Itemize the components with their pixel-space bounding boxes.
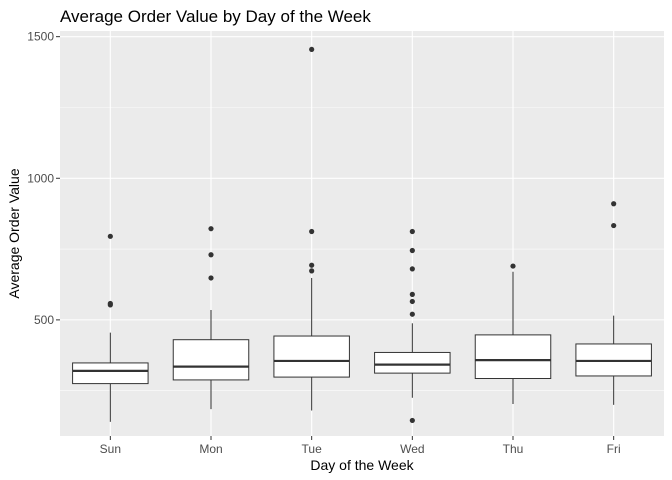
plot-panel <box>60 31 664 436</box>
outlier-point <box>409 291 415 297</box>
outlier-point <box>107 233 113 239</box>
outlier-point <box>309 262 315 268</box>
outlier-point <box>309 46 315 53</box>
chart-title: Average Order Value by Day of the Week <box>60 7 371 26</box>
y-axis-title: Average Order Value <box>6 168 22 298</box>
outlier-point <box>309 268 315 274</box>
x-tick-label: Thu <box>503 442 524 456</box>
box-series <box>72 46 652 424</box>
outlier-point <box>208 252 214 258</box>
x-tick-label: Sun <box>100 442 121 456</box>
outlier-point <box>107 300 113 307</box>
x-axis: Sun Mon Tue Wed Thu Fri <box>100 436 621 456</box>
iqr-box <box>273 335 350 378</box>
outlier-point <box>309 228 315 235</box>
y-tick-label: 1500 <box>27 30 54 44</box>
iqr-box <box>474 334 552 380</box>
outlier-point <box>409 228 415 235</box>
box-sun <box>72 233 149 422</box>
box-wed <box>374 228 451 424</box>
box-mon <box>172 226 250 410</box>
y-axis: 500 1000 1500 <box>27 30 60 327</box>
outlier-point <box>409 266 415 272</box>
outlier-point <box>611 222 617 229</box>
x-tick-label: Mon <box>199 442 222 456</box>
box-thu <box>474 263 552 404</box>
outlier-point <box>409 311 415 317</box>
x-tick-label: Fri <box>607 442 621 456</box>
y-tick-label: 1000 <box>27 171 54 185</box>
outlier-point <box>611 201 617 207</box>
outlier-point <box>510 263 516 269</box>
box-fri <box>575 201 652 405</box>
x-tick-label: Wed <box>400 442 424 456</box>
iqr-box <box>374 351 451 374</box>
box-tue <box>273 46 350 411</box>
x-axis-title: Day of the Week <box>310 457 414 473</box>
outlier-point <box>409 417 415 424</box>
outlier-point <box>409 247 415 254</box>
x-tick-label: Tue <box>302 442 323 456</box>
y-tick-label: 500 <box>34 313 54 327</box>
outlier-point <box>208 226 214 232</box>
outlier-point <box>409 298 415 305</box>
outlier-point <box>208 275 214 281</box>
iqr-box <box>72 362 149 385</box>
iqr-box <box>172 339 250 381</box>
